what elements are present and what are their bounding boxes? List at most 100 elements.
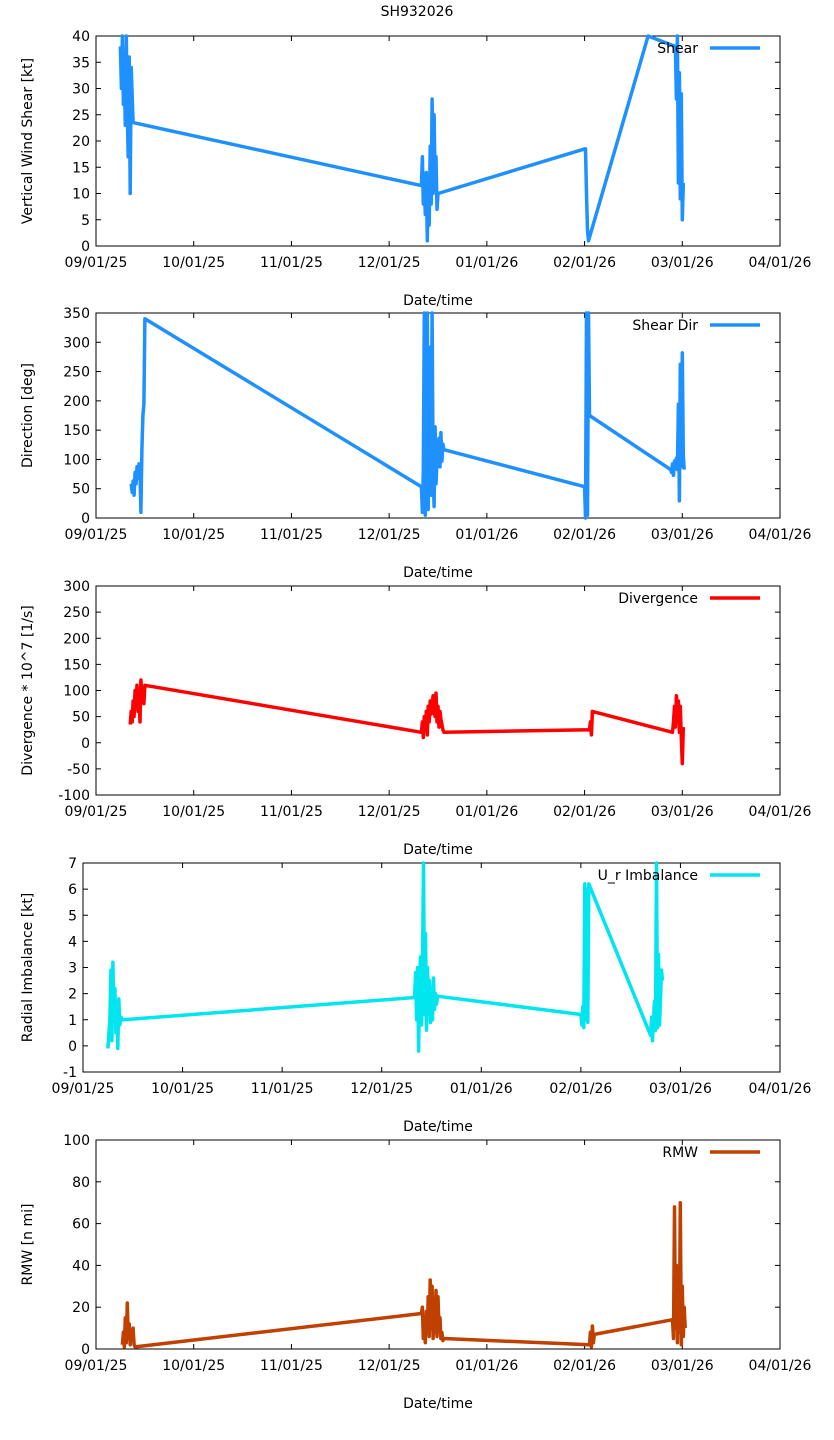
x-tick-label: 04/01/26 [749, 804, 812, 820]
x-tick-label: 04/01/26 [749, 527, 812, 543]
x-tick-label: 01/01/26 [450, 1081, 513, 1097]
y-tick-label: 5 [68, 908, 77, 924]
x-tick-label: 02/01/26 [553, 527, 616, 543]
series-line-radial-imbalance [106, 861, 665, 1053]
chart-rmw: 0 20 40 60 80 100 09/01/25 10/01/25 11/01/25 12/0… [20, 1133, 812, 1412]
y-tick-label: 10 [72, 187, 90, 203]
x-tick-label: 12/01/25 [358, 527, 421, 543]
y-tick-label: 50 [72, 482, 90, 498]
y-tick-label: 3 [68, 961, 77, 977]
chart-shear: 0 5 10 15 20 25 30 35 40 09/01/25 10/01/25 11/01/25… [20, 29, 812, 309]
x-axis-label: Date/time [403, 1119, 473, 1135]
y-tick-label: 7 [68, 856, 77, 872]
chart-radial-imbalance: -1 0 1 2 3 4 5 6 7 09/01/25 10/01/25 11/01/25 12/01/… [20, 856, 812, 1135]
x-tick-label: 12/01/25 [358, 1358, 421, 1374]
y-tick-label: 15 [72, 160, 90, 176]
y-tick-label: 1 [68, 1013, 77, 1029]
x-tick-label: 09/01/25 [65, 1358, 128, 1374]
x-tick-label: 10/01/25 [162, 1358, 225, 1374]
plot-frame [95, 1139, 781, 1350]
y-tick-label: 30 [72, 82, 90, 98]
x-tick-label: 02/01/26 [549, 1081, 612, 1097]
y-tick-label: 0 [81, 1342, 90, 1358]
y-tick-label: 250 [63, 605, 90, 621]
x-tick-label: 01/01/26 [455, 527, 518, 543]
y-tick-label: 5 [81, 213, 90, 229]
x-tick-label: 11/01/25 [260, 804, 323, 820]
x-tick-label: 04/01/26 [749, 255, 812, 271]
series-line-shear-dir [129, 311, 686, 520]
y-tick-label: 2 [68, 987, 77, 1003]
y-tick-label: 35 [72, 55, 90, 71]
x-tick-label: 03/01/26 [649, 1081, 712, 1097]
x-tick-label: 12/01/25 [358, 255, 421, 271]
y-tick-label: 80 [72, 1175, 90, 1191]
y-tick-label: 100 [63, 452, 90, 468]
legend-label: RMW [662, 1145, 698, 1161]
y-tick-label: 100 [63, 1133, 90, 1149]
x-tick-label: 01/01/26 [455, 255, 518, 271]
x-tick-label: 09/01/25 [52, 1081, 115, 1097]
x-tick-label: 11/01/25 [251, 1081, 314, 1097]
y-tick-label: 0 [81, 239, 90, 255]
x-tick-label: 04/01/26 [749, 1358, 812, 1374]
y-tick-label: 150 [63, 657, 90, 673]
y-axis-label: Radial Imbalance [kt] [20, 893, 36, 1043]
x-tick-label: 02/01/26 [553, 804, 616, 820]
y-tick-label: 20 [72, 1300, 90, 1316]
x-tick-label: 10/01/25 [162, 527, 225, 543]
y-tick-label: 4 [68, 934, 77, 950]
y-tick-label: 20 [72, 134, 90, 150]
y-tick-label: 250 [63, 365, 90, 381]
y-axis-label: Vertical Wind Shear [kt] [20, 58, 36, 224]
y-tick-label: 0 [68, 1039, 77, 1055]
x-tick-label: 03/01/26 [651, 1358, 714, 1374]
legend-label: Divergence [618, 591, 698, 607]
chart-divergence: -100 -50 0 50 100 150 200 250 300 09/01/25 10/01/2… [20, 579, 812, 858]
y-tick-label: 100 [63, 684, 90, 700]
x-tick-label: 01/01/26 [455, 1358, 518, 1374]
y-tick-label: -1 [63, 1065, 77, 1081]
x-tick-label: 09/01/25 [65, 255, 128, 271]
legend-label: Shear Dir [632, 318, 698, 334]
y-tick-label: 300 [63, 335, 90, 351]
x-tick-label: 02/01/26 [553, 255, 616, 271]
x-tick-label: 02/01/26 [553, 1358, 616, 1374]
y-tick-label: 150 [63, 423, 90, 439]
x-tick-label: 12/01/25 [358, 804, 421, 820]
y-axis-label: RMW [n mi] [20, 1204, 36, 1286]
x-axis-label: Date/time [403, 565, 473, 581]
y-tick-label: 60 [72, 1217, 90, 1233]
y-tick-label: 350 [63, 306, 90, 322]
x-tick-label: 10/01/25 [162, 255, 225, 271]
y-tick-label: 50 [72, 710, 90, 726]
y-axis-label: Direction [deg] [20, 363, 36, 468]
x-axis-label: Date/time [403, 842, 473, 858]
x-tick-label: 09/01/25 [65, 527, 128, 543]
series-line-rmw [120, 1200, 687, 1349]
y-tick-label: 300 [63, 579, 90, 595]
x-tick-label: 03/01/26 [651, 527, 714, 543]
x-axis-label: Date/time [403, 293, 473, 309]
x-axis-label: Date/time [403, 1396, 473, 1412]
plot-frame [82, 862, 781, 1073]
x-tick-label: 03/01/26 [651, 255, 714, 271]
y-tick-label: 6 [68, 882, 77, 898]
x-tick-label: 12/01/25 [350, 1081, 413, 1097]
y-tick-label: 40 [72, 1258, 90, 1274]
plot-frame [95, 312, 781, 519]
x-tick-label: 11/01/25 [260, 1358, 323, 1374]
y-tick-label: -100 [58, 788, 90, 804]
legend-label: U_r Imbalance [598, 868, 698, 884]
y-tick-label: 200 [63, 394, 90, 410]
figure-title: SH932026 [381, 4, 454, 20]
y-tick-label: 0 [81, 736, 90, 752]
chart-shear-dir: 0 50 100 150 200 250 300 350 09/01/25 10/01/25 11/… [20, 306, 812, 581]
y-tick-label: 25 [72, 108, 90, 124]
legend-label: Shear [657, 41, 698, 57]
x-tick-label: 09/01/25 [65, 804, 128, 820]
series-line-shear [118, 34, 686, 243]
x-tick-label: 11/01/25 [260, 255, 323, 271]
y-tick-label: 200 [63, 631, 90, 647]
